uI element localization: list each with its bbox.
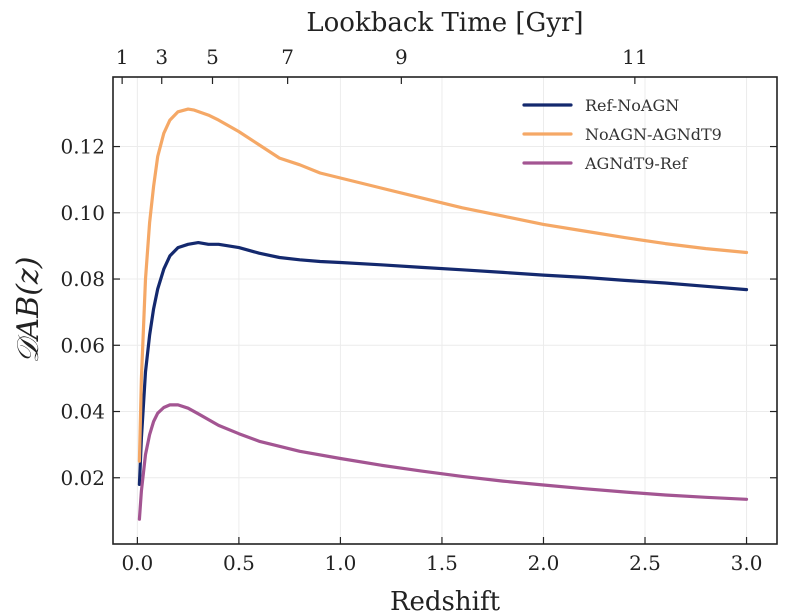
x-tick-label: 1.5 <box>426 551 458 575</box>
top-tick-label: 1 <box>116 45 129 69</box>
x-tick-label: 2.5 <box>629 551 661 575</box>
x-axis-title: Redshift <box>390 587 501 616</box>
series-line-ref-noagn <box>137 241 749 486</box>
series-line-agndt9-ref <box>137 403 749 521</box>
x-tick-label: 0.5 <box>223 551 255 575</box>
x-tick-label: 0.0 <box>121 551 153 575</box>
y-tick-label: 0.08 <box>60 267 105 291</box>
top-tick-label: 7 <box>281 45 294 69</box>
x-tick-label: 2.0 <box>528 551 560 575</box>
y-tick-label: 0.06 <box>60 333 105 357</box>
axis-ticks <box>113 77 777 544</box>
top-tick-label: 5 <box>206 45 219 69</box>
top-tick-label: 3 <box>155 45 168 69</box>
legend-label-agndt9-ref: AGNdT9-Ref <box>584 154 688 173</box>
top-tick-label: 11 <box>622 45 647 69</box>
legend-label-noagn-agndt9: NoAGN-AGNdT9 <box>585 125 722 144</box>
series-lines <box>137 107 749 521</box>
legend-label-ref-noagn: Ref-NoAGN <box>585 96 679 115</box>
x-tick-label: 3.0 <box>731 551 763 575</box>
plot-frame <box>112 76 778 545</box>
y-tick-label: 0.12 <box>60 135 105 159</box>
top-axis-title: Lookback Time [Gyr] <box>306 8 583 38</box>
x-tick-label: 1.0 <box>325 551 357 575</box>
tick-labels: 0.0 0.5 1.0 1.5 2.0 2.5 3.0 0.02 0.04 0.06 0.08 0.1… <box>60 45 762 575</box>
grid <box>113 77 777 544</box>
y-tick-label: 0.10 <box>60 201 105 225</box>
y-tick-label: 0.02 <box>60 466 105 490</box>
series-line-noagn-agndt9 <box>137 107 749 463</box>
y-axis-title: 𝒟AB(z) <box>11 257 46 364</box>
y-tick-label: 0.04 <box>60 400 105 424</box>
legend: Ref-NoAGN NoAGN-AGNdT9 AGNdT9-Ref <box>522 96 722 173</box>
top-tick-label: 9 <box>395 45 408 69</box>
